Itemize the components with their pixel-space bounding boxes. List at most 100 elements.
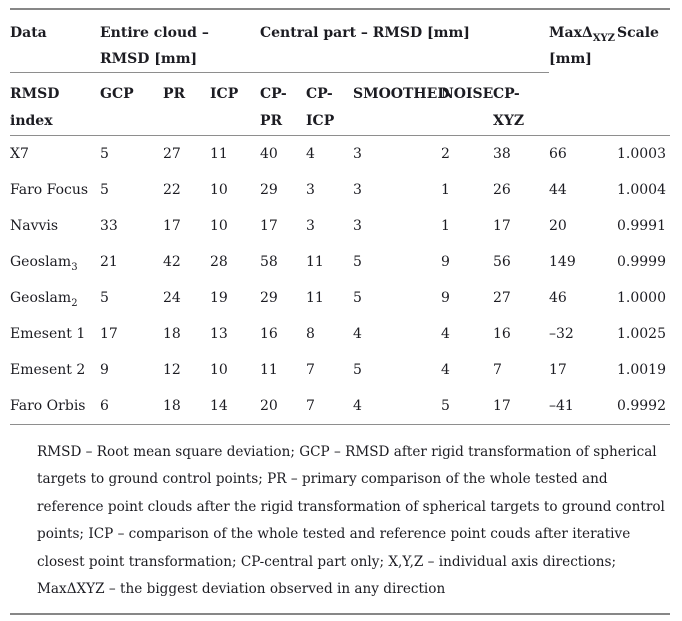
max-delta-unit: [mm]	[549, 51, 592, 67]
table-cell: 17	[493, 218, 511, 234]
table-cell: 17	[100, 326, 118, 342]
table-cell: 17	[260, 218, 278, 234]
table-cell: 20	[549, 218, 567, 234]
table-cell: 66	[549, 146, 567, 162]
table-cell: 13	[210, 326, 228, 342]
table-cell: 17	[163, 218, 181, 234]
table-row-emesent1: Emesent 1 17 18 13 16 8 4 4 16 –32 1.002…	[10, 316, 670, 352]
table-cell: 0.9999	[617, 254, 666, 270]
table-cell: 1	[441, 182, 450, 198]
table-cell: 22	[163, 182, 181, 198]
table-cell: 40	[260, 146, 278, 162]
table-cell: 17	[493, 388, 549, 425]
table-cell: 9	[441, 290, 450, 306]
table-cell: 1	[441, 218, 450, 234]
col-header-cp-xyz: CP-XYZ	[493, 72, 549, 136]
table-cell: 6	[100, 388, 163, 425]
table-cell: 1.0000	[617, 290, 666, 306]
table-cell: 27	[493, 290, 511, 306]
table-cell: 4	[353, 388, 441, 425]
table-cell: 33	[100, 218, 118, 234]
table-cell: 44	[549, 182, 567, 198]
table-cell: 56	[493, 254, 511, 270]
row-label: X7	[10, 146, 29, 162]
row-label: Faro Focus	[10, 182, 89, 198]
row-label: Emesent 2	[10, 362, 86, 378]
table-cell: 27	[163, 146, 181, 162]
table-cell: 17	[549, 362, 567, 378]
table-cell: 9	[441, 254, 450, 270]
table-cell: 4	[441, 362, 450, 378]
table-cell: 11	[306, 290, 324, 306]
table-cell: 21	[100, 254, 118, 270]
col-header-empty-scale	[617, 72, 670, 136]
table-cell: 5	[353, 290, 362, 306]
col-group-max-delta-xyz: MaxΔXYZ [mm]	[549, 9, 617, 73]
row-label: Faro Orbis	[10, 388, 100, 425]
table-cell: 4	[306, 146, 315, 162]
table-cell: 1.0019	[617, 362, 666, 378]
table-cell: 16	[260, 326, 278, 342]
table-cell: 24	[163, 290, 181, 306]
col-header-smoothed: SMOOTHED	[353, 72, 449, 136]
table-cell: 19	[210, 290, 228, 306]
col-header-rmsd-index: RMSD index	[10, 72, 100, 136]
table-cell: 7	[306, 388, 353, 425]
table-cell: 1.0004	[617, 182, 666, 198]
results-table: Data Entire cloud – RMSD [mm] Central pa…	[10, 8, 670, 425]
table-footnote: RMSD – Root mean square deviation; GCP –…	[10, 425, 670, 615]
table-cell: 2	[441, 146, 450, 162]
col-group-data: Data	[10, 9, 100, 73]
table-cell: –32	[549, 326, 574, 342]
table-cell: 3	[353, 146, 362, 162]
table-row-emesent2: Emesent 2 9 12 10 11 7 5 4 7 17 1.0019	[10, 352, 670, 388]
col-group-scale: Scale	[617, 25, 659, 41]
table-cell: 3	[353, 218, 362, 234]
table-cell: 11	[260, 362, 278, 378]
table-cell: 29	[260, 290, 278, 306]
table-cell: 5	[353, 254, 362, 270]
table-cell: 9	[100, 362, 109, 378]
table-row-faro-focus: Faro Focus 5 22 10 29 3 3 1 26 44 1.0004	[10, 172, 670, 208]
table-row-x7: X7 5 27 11 40 4 3 2 38 66 1.0003	[10, 136, 670, 173]
col-header-gcp: GCP	[100, 72, 163, 136]
table-cell: 46	[549, 290, 567, 306]
table-cell: 42	[163, 254, 181, 270]
table-cell: 5	[100, 146, 109, 162]
table-cell: 29	[260, 182, 278, 198]
table-cell: 7	[493, 362, 502, 378]
table-cell: 10	[210, 182, 228, 198]
col-header-cp-icp: CP-ICP	[306, 72, 353, 136]
table-cell: 7	[306, 362, 315, 378]
table-cell: 3	[353, 182, 362, 198]
table-cell: 20	[260, 388, 306, 425]
table-cell: 11	[210, 146, 228, 162]
col-group-entire-cloud: Entire cloud – RMSD [mm]	[100, 9, 260, 73]
table-cell: 1.0003	[617, 146, 666, 162]
table-row-navvis: Navvis 33 17 10 17 3 3 1 17 20 0.9991	[10, 208, 670, 244]
table-cell: 10	[210, 218, 228, 234]
max-delta-prefix: MaxΔ	[549, 25, 593, 41]
table-cell: 11	[306, 254, 324, 270]
table-cell: 18	[163, 326, 181, 342]
table-cell: 18	[163, 388, 210, 425]
table-cell: 16	[493, 326, 511, 342]
row-label: Geoslam2	[10, 290, 78, 309]
table-cell: 4	[441, 326, 450, 342]
table-cell: 38	[493, 146, 511, 162]
col-group-central-part: Central part – RMSD [mm]	[260, 9, 549, 73]
group-header-row: Data Entire cloud – RMSD [mm] Central pa…	[10, 9, 670, 73]
col-header-icp: ICP	[210, 72, 260, 136]
row-label: Navvis	[10, 218, 59, 234]
table-cell: 5	[100, 290, 109, 306]
table-cell: 8	[306, 326, 315, 342]
table-cell: 4	[353, 326, 362, 342]
col-header-empty-max	[549, 72, 617, 136]
table-cell: 149	[549, 254, 576, 270]
table-cell: 5	[100, 182, 109, 198]
table-cell: 58	[260, 254, 278, 270]
row-label: Emesent 1	[10, 326, 86, 342]
table-cell: –41	[549, 388, 617, 425]
table-cell: 3	[306, 218, 315, 234]
